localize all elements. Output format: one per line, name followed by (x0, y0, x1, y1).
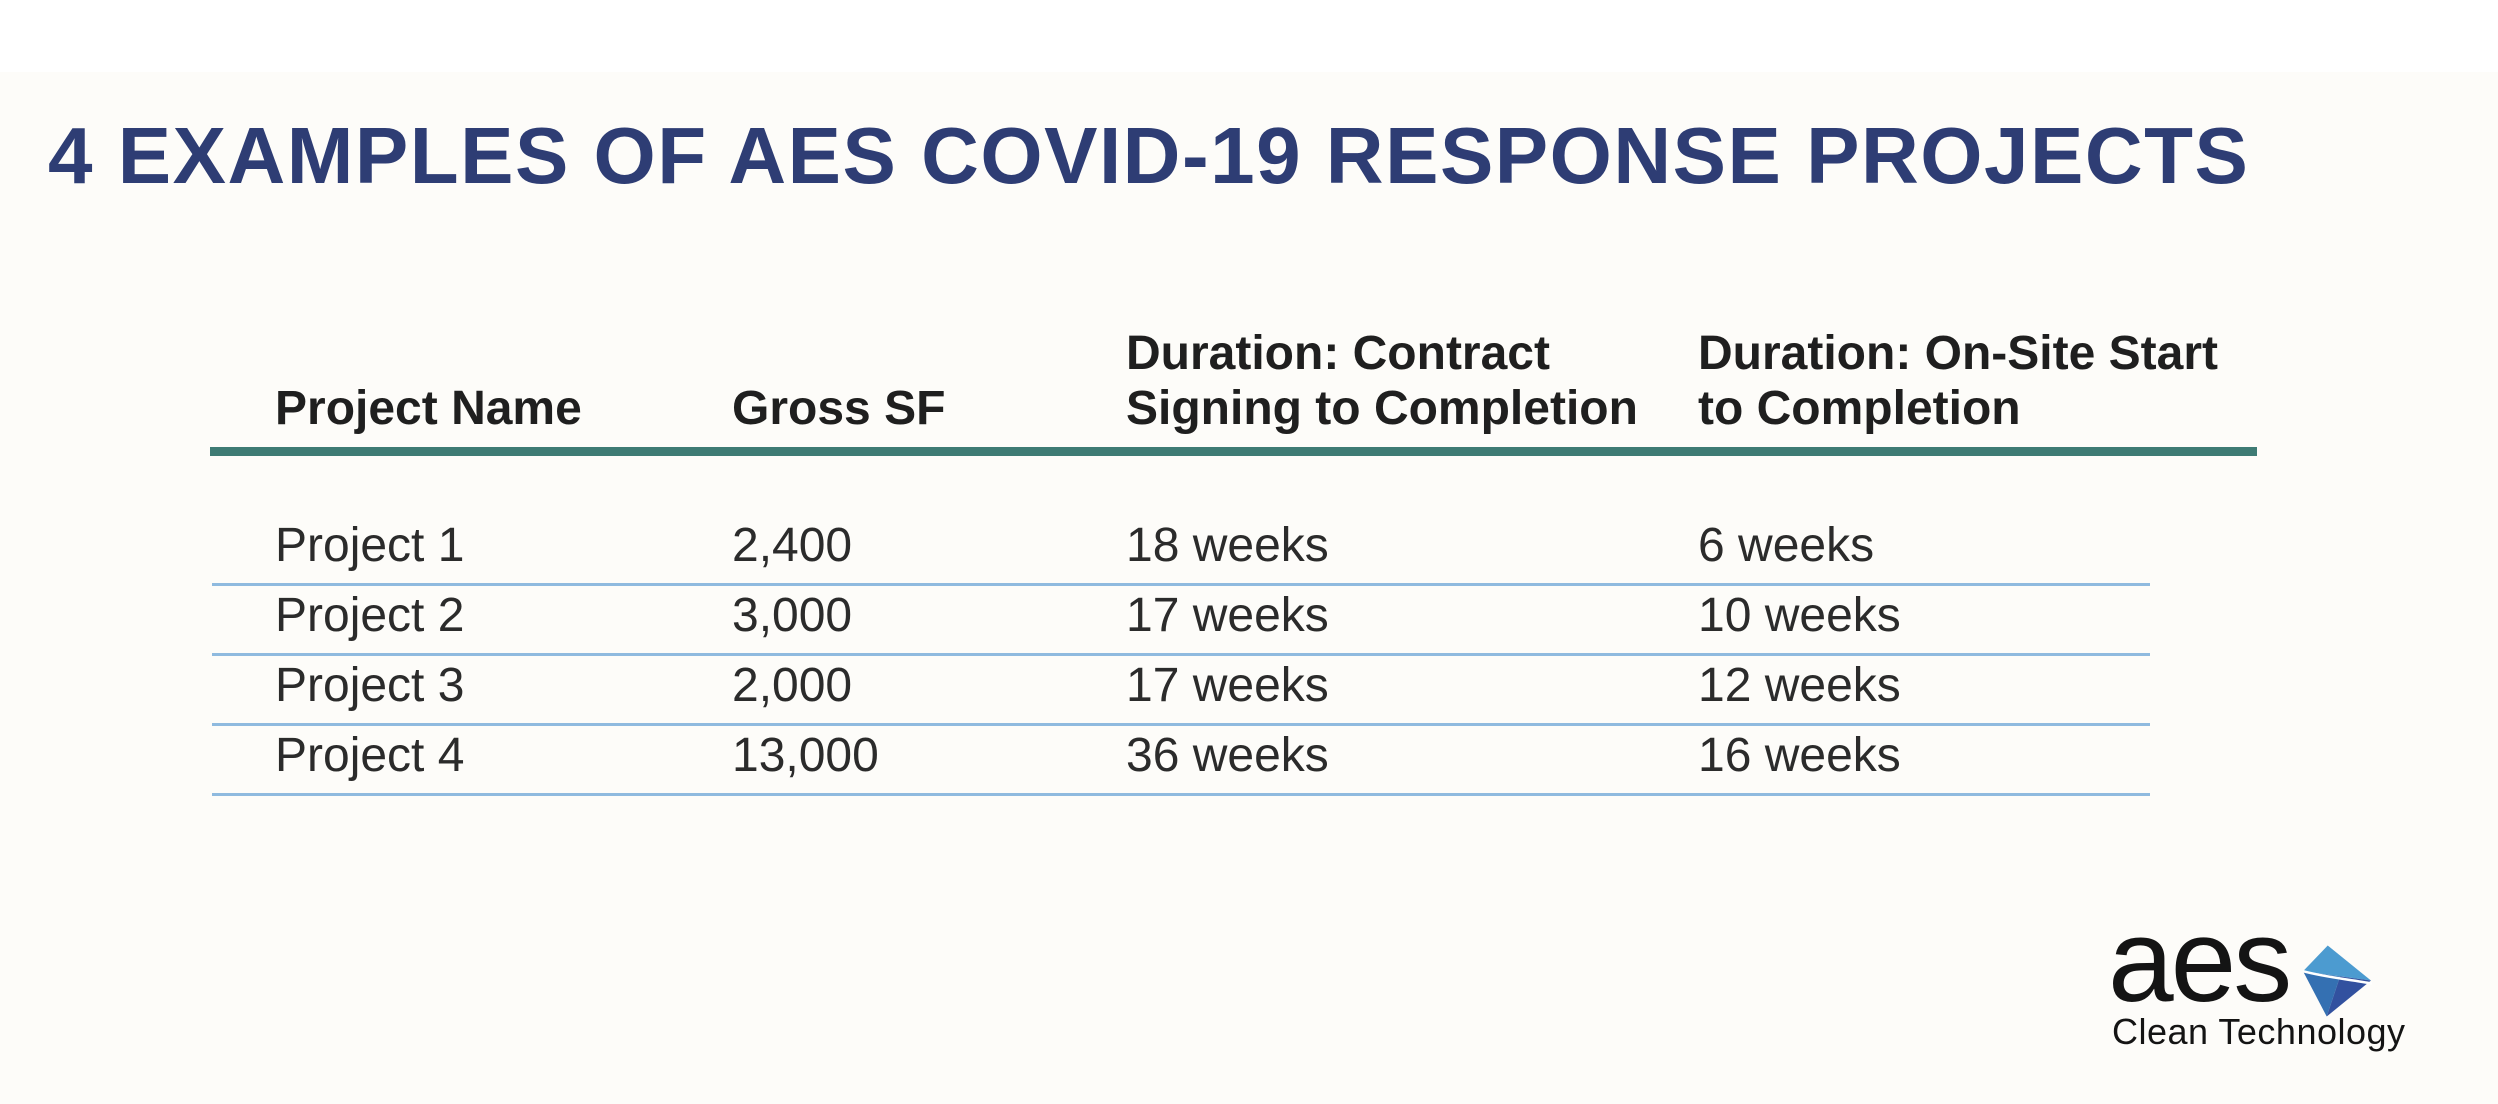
cell-contract-duration: 18 weeks (1126, 519, 1329, 572)
column-header-duration-onsite: Duration: On-Site Start to Completion (1698, 326, 2219, 436)
column-header-duration-contract: Duration: Contract Signing to Completion (1126, 326, 1638, 436)
cell-contract-duration: 36 weeks (1126, 729, 1329, 782)
cell-onsite-duration: 16 weeks (1698, 729, 1901, 782)
table-row: Project 2 3,000 17 weeks 10 weeks (212, 586, 2150, 656)
slide-title: 4 EXAMPLES OF AES COVID-19 RESPONSE PROJ… (48, 111, 2250, 200)
aes-logo-row: aes (2108, 902, 2408, 1025)
column-header-project-name: Project Name (275, 382, 582, 436)
cell-onsite-duration: 6 weeks (1698, 519, 1875, 572)
header-divider-rule (210, 447, 2257, 456)
table-row: Project 4 13,000 36 weeks 16 weeks (212, 726, 2150, 796)
cell-project-name: Project 1 (275, 519, 465, 572)
cell-contract-duration: 17 weeks (1126, 589, 1329, 642)
cell-project-name: Project 3 (275, 659, 465, 712)
aes-gem-icon (2301, 942, 2373, 1025)
cell-contract-duration: 17 weeks (1126, 659, 1329, 712)
table-row: Project 3 2,000 17 weeks 12 weeks (212, 656, 2150, 726)
cell-gross-sf: 13,000 (732, 729, 879, 782)
column-header-gross-sf: Gross SF (732, 382, 946, 436)
aes-wordmark: aes (2108, 895, 2292, 1027)
cell-project-name: Project 4 (275, 729, 465, 782)
cell-onsite-duration: 10 weeks (1698, 589, 1901, 642)
cell-onsite-duration: 12 weeks (1698, 659, 1901, 712)
aes-logo: aes Clean Technology (2108, 902, 2408, 1053)
aes-tagline: Clean Technology (2112, 1011, 2406, 1052)
table-row: Project 1 2,400 18 weeks 6 weeks (212, 456, 2150, 586)
top-margin-band (0, 0, 2498, 72)
table-body: Project 1 2,400 18 weeks 6 weeks Project… (212, 456, 2150, 796)
cell-gross-sf: 2,000 (732, 659, 853, 712)
table-header-row: Project Name Gross SF Duration: Contract… (212, 318, 2257, 447)
cell-gross-sf: 3,000 (732, 589, 853, 642)
cell-project-name: Project 2 (275, 589, 465, 642)
cell-gross-sf: 2,400 (732, 519, 853, 572)
